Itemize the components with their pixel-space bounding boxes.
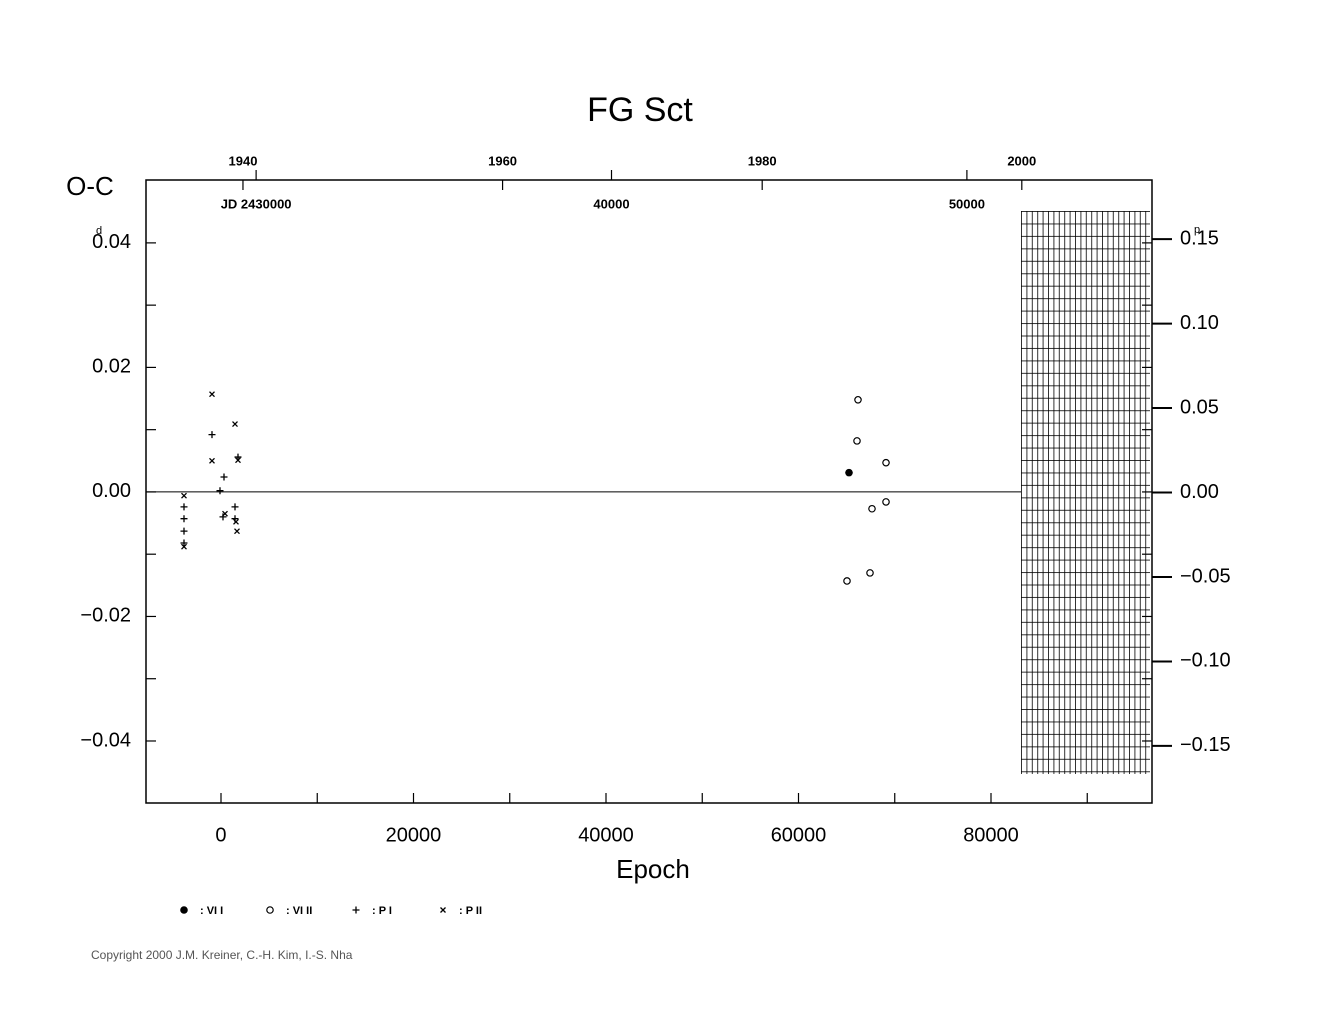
data-point	[232, 421, 238, 428]
data-point	[219, 513, 227, 521]
y-axis-label: O-C	[66, 171, 114, 201]
data-point	[843, 577, 851, 585]
y-tick-label: −0.02	[80, 605, 131, 627]
chart-title: FG Sct	[587, 91, 693, 129]
legend-marker	[266, 906, 274, 914]
data-point	[866, 569, 874, 577]
x2-tick-label: 2000	[1007, 153, 1036, 168]
data-point	[882, 498, 890, 506]
data-point	[220, 473, 228, 481]
copyright: Copyright 2000 J.M. Kreiner, C.-H. Kim, …	[91, 948, 353, 962]
y2-tick-label: −0.10	[1180, 650, 1231, 672]
legend-label: : VI II	[286, 905, 312, 917]
legend-label: : VI I	[200, 905, 223, 917]
data-point	[216, 487, 224, 495]
hatched-region	[1021, 211, 1150, 774]
x2-tick-label: 1940	[229, 153, 258, 168]
y2-tick-label: −0.05	[1180, 565, 1231, 587]
data-point	[853, 437, 861, 445]
y2-tick-label: 0.15	[1180, 227, 1219, 249]
x-tick-label: 60000	[771, 824, 827, 846]
x2-tick-label: 1960	[488, 153, 517, 168]
data-point	[180, 515, 188, 523]
data-point	[181, 543, 187, 550]
y2-unit: p	[1194, 224, 1200, 236]
y-tick-label: 0.04	[92, 231, 131, 253]
jd-tick-label: 50000	[949, 196, 985, 211]
data-point	[209, 391, 215, 398]
data-point	[845, 468, 853, 477]
y2-tick-label: 0.00	[1180, 481, 1219, 503]
x-tick-label: 40000	[578, 824, 634, 846]
data-point	[180, 527, 188, 535]
data-point	[854, 395, 862, 404]
data-point	[208, 431, 216, 439]
x-tick-label: 0	[215, 824, 226, 846]
data-point	[209, 457, 215, 464]
x-tick-label: 80000	[963, 824, 1019, 846]
data-point	[882, 458, 890, 467]
data-point	[180, 503, 188, 511]
y2-tick-label: −0.15	[1180, 734, 1231, 756]
data-point	[234, 528, 240, 535]
legend-label: : P II	[459, 905, 482, 917]
x-axis-label: Epoch	[616, 854, 690, 884]
legend-marker	[352, 906, 360, 914]
data-point	[868, 504, 876, 513]
x-tick-label: 20000	[386, 824, 442, 846]
data-point	[181, 492, 187, 499]
data-point	[231, 503, 239, 511]
y-tick-label: 0.02	[92, 356, 131, 378]
data-point	[222, 510, 228, 517]
data-point	[233, 518, 239, 525]
data-point	[235, 457, 241, 464]
y2-tick-label: 0.10	[1180, 312, 1219, 334]
legend-label: : P I	[372, 905, 392, 917]
legend-marker	[180, 906, 188, 914]
jd-tick-label: JD 2430000	[221, 196, 292, 211]
y2-tick-label: 0.05	[1180, 396, 1219, 418]
y-tick-label: 0.00	[92, 480, 131, 502]
x2-tick-label: 1980	[748, 153, 777, 168]
jd-tick-label: 40000	[593, 196, 629, 211]
y-tick-label: −0.04	[80, 729, 131, 751]
y-unit: d	[96, 225, 102, 237]
data-point	[180, 539, 188, 547]
legend-marker	[440, 907, 446, 913]
